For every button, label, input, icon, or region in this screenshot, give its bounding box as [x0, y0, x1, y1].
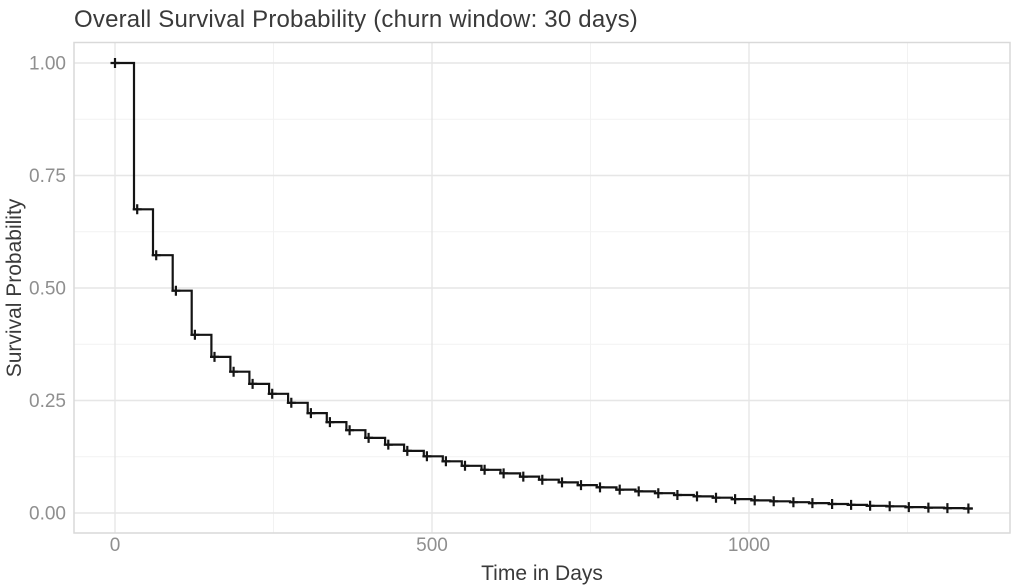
curve-layer [115, 61, 973, 510]
kaplan-meier-curve [115, 61, 973, 510]
panel-border [73, 41, 1011, 534]
x-tick-label: 1000 [728, 535, 770, 556]
censor-marks [110, 58, 973, 514]
grid-major-layer [74, 42, 1010, 533]
y-tick-label: 0.25 [29, 391, 66, 412]
x-tick-label: 500 [416, 535, 448, 556]
censor-plus-marks [110, 58, 973, 514]
x-tick-label: 0 [110, 535, 121, 556]
y-tick-label: 0.00 [29, 504, 66, 525]
y-tick-label: 0.50 [29, 279, 66, 300]
y-axis-title: Survival Probability [3, 198, 26, 377]
tick-label-layer: 0 500 1000 0.00 0.25 0.50 0.75 1.00 [29, 54, 770, 557]
chart-title: Overall Survival Probability (churn wind… [74, 6, 638, 33]
x-axis-title: Time in Days [481, 562, 603, 585]
y-tick-label: 0.75 [29, 166, 66, 187]
grid-minor-layer [74, 42, 1010, 533]
y-tick-label: 1.00 [29, 54, 66, 75]
